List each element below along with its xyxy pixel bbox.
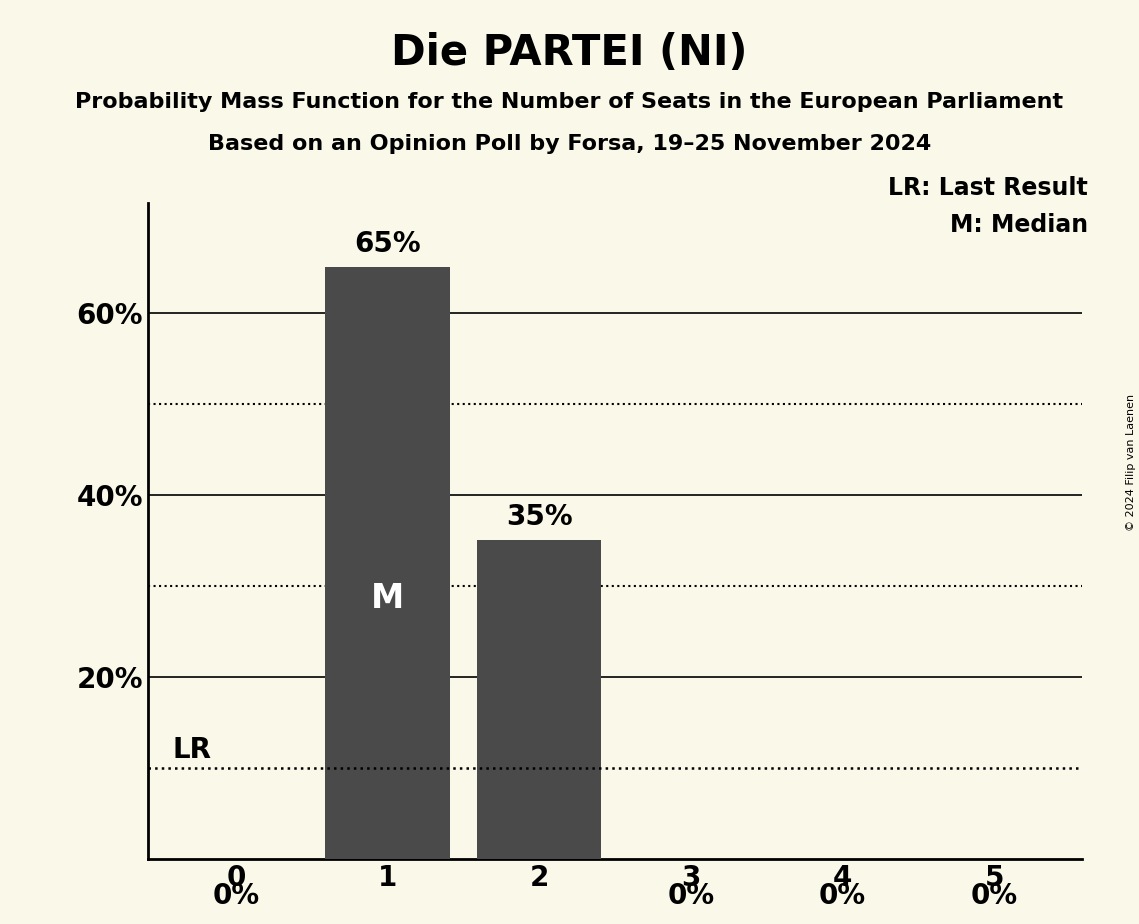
Bar xyxy=(477,541,601,859)
Text: 35%: 35% xyxy=(506,504,573,531)
Text: 0%: 0% xyxy=(213,882,260,910)
Text: LR: Last Result: LR: Last Result xyxy=(888,176,1088,200)
Bar xyxy=(326,267,450,859)
Text: M: Median: M: Median xyxy=(950,213,1088,237)
Text: Die PARTEI (NI): Die PARTEI (NI) xyxy=(392,32,747,74)
Text: 0%: 0% xyxy=(667,882,714,910)
Text: © 2024 Filip van Laenen: © 2024 Filip van Laenen xyxy=(1126,394,1136,530)
Text: 65%: 65% xyxy=(354,230,421,258)
Text: Probability Mass Function for the Number of Seats in the European Parliament: Probability Mass Function for the Number… xyxy=(75,92,1064,113)
Text: Based on an Opinion Poll by Forsa, 19–25 November 2024: Based on an Opinion Poll by Forsa, 19–25… xyxy=(208,134,931,154)
Text: 0%: 0% xyxy=(970,882,1017,910)
Text: LR: LR xyxy=(172,736,212,763)
Text: 0%: 0% xyxy=(819,882,866,910)
Text: M: M xyxy=(371,582,404,615)
